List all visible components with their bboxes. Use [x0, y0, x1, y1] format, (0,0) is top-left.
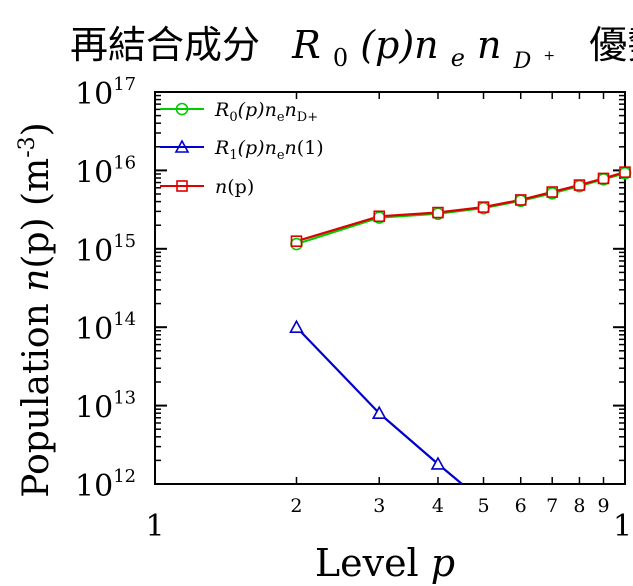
- y-tick-label: 1017: [75, 74, 136, 112]
- legend-r0-rest: (p)n: [238, 99, 277, 121]
- y-tick-exponent: 15: [113, 231, 136, 252]
- title-prefix: 再結合成分: [70, 23, 260, 67]
- legend-r0-r: R: [214, 99, 229, 121]
- x-tick-label-minor: 4: [432, 495, 444, 517]
- y-tick-exponent: 12: [113, 466, 136, 487]
- legend-r0-d: D+: [297, 110, 318, 125]
- data-point-square: [477, 201, 490, 213]
- svg-text:R0(p)nenD+: R0(p)nenD+: [214, 99, 318, 125]
- data-point-square: [373, 210, 386, 223]
- xlabel-text: Level: [315, 541, 431, 585]
- title-suffix: 優勢: [589, 23, 633, 67]
- legend-item-r1: R1(p)nen(1): [160, 137, 324, 163]
- y-tick-label: 1016: [75, 152, 136, 190]
- data-point-square: [546, 186, 558, 198]
- xlabel-italic: p: [431, 541, 455, 585]
- y-axis-label: Population n(p) (m-3): [15, 122, 57, 497]
- legend-np-rest: (p): [227, 176, 254, 198]
- y-tick-base: 10: [75, 77, 113, 112]
- y-tick-label: 1012: [75, 466, 136, 504]
- title-n: n: [477, 23, 501, 67]
- y-tick-base: 10: [75, 234, 113, 269]
- ylabel-pre: Population: [16, 292, 57, 498]
- x-axis-label: Level p: [315, 541, 455, 585]
- svg-text:Population n(p) (m-3): Population n(p) (m-3): [15, 122, 57, 497]
- data-point-square: [514, 194, 527, 206]
- legend-r1-n: n: [285, 137, 297, 159]
- x-tick-label-minor: 2: [290, 495, 302, 517]
- x-tick-label-minor: 9: [597, 495, 609, 517]
- y-tick-base: 10: [75, 469, 113, 504]
- data-point-square: [290, 235, 303, 248]
- y-tick-label: 1014: [75, 309, 136, 347]
- y-tick-exponent: 16: [113, 152, 136, 173]
- svg-text:n(p): n(p): [215, 176, 254, 198]
- y-tick-exponent: 17: [113, 74, 136, 95]
- title-d: D: [513, 49, 532, 74]
- legend-marker-square: [176, 180, 188, 192]
- data-point-triangle: [430, 456, 446, 470]
- x-tick-label-major: 1: [145, 509, 164, 544]
- chart-title: 再結合成分 R 0 (p)n e n D + 優勢: [70, 23, 633, 77]
- legend-r1-rest: (p)n: [238, 137, 277, 159]
- title-e: e: [451, 44, 465, 72]
- legend-r1-e: e: [277, 148, 285, 163]
- legend-item-np: n(p): [160, 176, 254, 198]
- ylabel-post: (p) (m: [16, 158, 57, 269]
- data-point-square: [573, 179, 586, 191]
- x-tick-label-minor: 7: [546, 495, 558, 517]
- series-lines: [295, 171, 626, 485]
- legend-r0-n: n: [285, 99, 297, 121]
- legend-r1-r: R: [214, 137, 229, 159]
- x-tick-label-major: 10: [613, 509, 633, 544]
- y-tick-base: 10: [75, 391, 113, 426]
- data-point-triangle: [289, 319, 304, 334]
- svg-text:R1(p)nen(1): R1(p)nen(1): [214, 137, 324, 163]
- legend-r1-tail: (1): [297, 137, 324, 159]
- y-tick-exponent: 14: [113, 309, 136, 330]
- x-tick-label-minor: 5: [477, 495, 489, 517]
- legend: R0(p)nenD+ R1(p)nen(1) n(p): [160, 99, 324, 198]
- y-tick-base: 10: [75, 155, 113, 190]
- x-tick-label-minor: 3: [373, 495, 385, 517]
- title-r-sub: 0: [333, 44, 348, 72]
- x-tick-label-minor: 6: [515, 495, 527, 517]
- legend-r0-e: e: [277, 110, 285, 125]
- title-r: R: [291, 23, 321, 67]
- legend-r1-sub: 1: [229, 148, 237, 163]
- plot-frame: [154, 91, 626, 485]
- data-point-triangle: [371, 405, 387, 419]
- data-point-square: [432, 206, 444, 219]
- data-point-square: [597, 172, 610, 185]
- legend-marker-triangle: [174, 139, 190, 153]
- x-tick-label-minor: 8: [573, 495, 585, 517]
- legend-r0-sub: 0: [229, 110, 237, 125]
- ylabel-italic: n: [16, 269, 57, 292]
- ylabel-sup: -3: [15, 136, 40, 157]
- legend-marker-circle: [175, 102, 189, 116]
- data-point-circle: [290, 237, 303, 251]
- ylabel-close: ): [16, 122, 57, 136]
- y-tick-label: 1013: [75, 388, 136, 426]
- legend-np-n: n: [215, 176, 227, 198]
- svg-text:再結合成分 R 0: 再結合成分 R 0 (p)n e n D + 優勢: [70, 23, 633, 77]
- series-markers: [289, 166, 632, 470]
- title-p: (p)n: [360, 23, 438, 67]
- title-plus: +: [543, 48, 555, 64]
- data-point-square: [619, 166, 631, 178]
- series-line-1: [295, 326, 463, 485]
- legend-item-r0: R0(p)nenD+: [160, 99, 318, 125]
- y-tick-base: 10: [75, 312, 113, 347]
- y-tick-exponent: 13: [113, 388, 136, 409]
- y-tick-label: 1015: [75, 231, 136, 269]
